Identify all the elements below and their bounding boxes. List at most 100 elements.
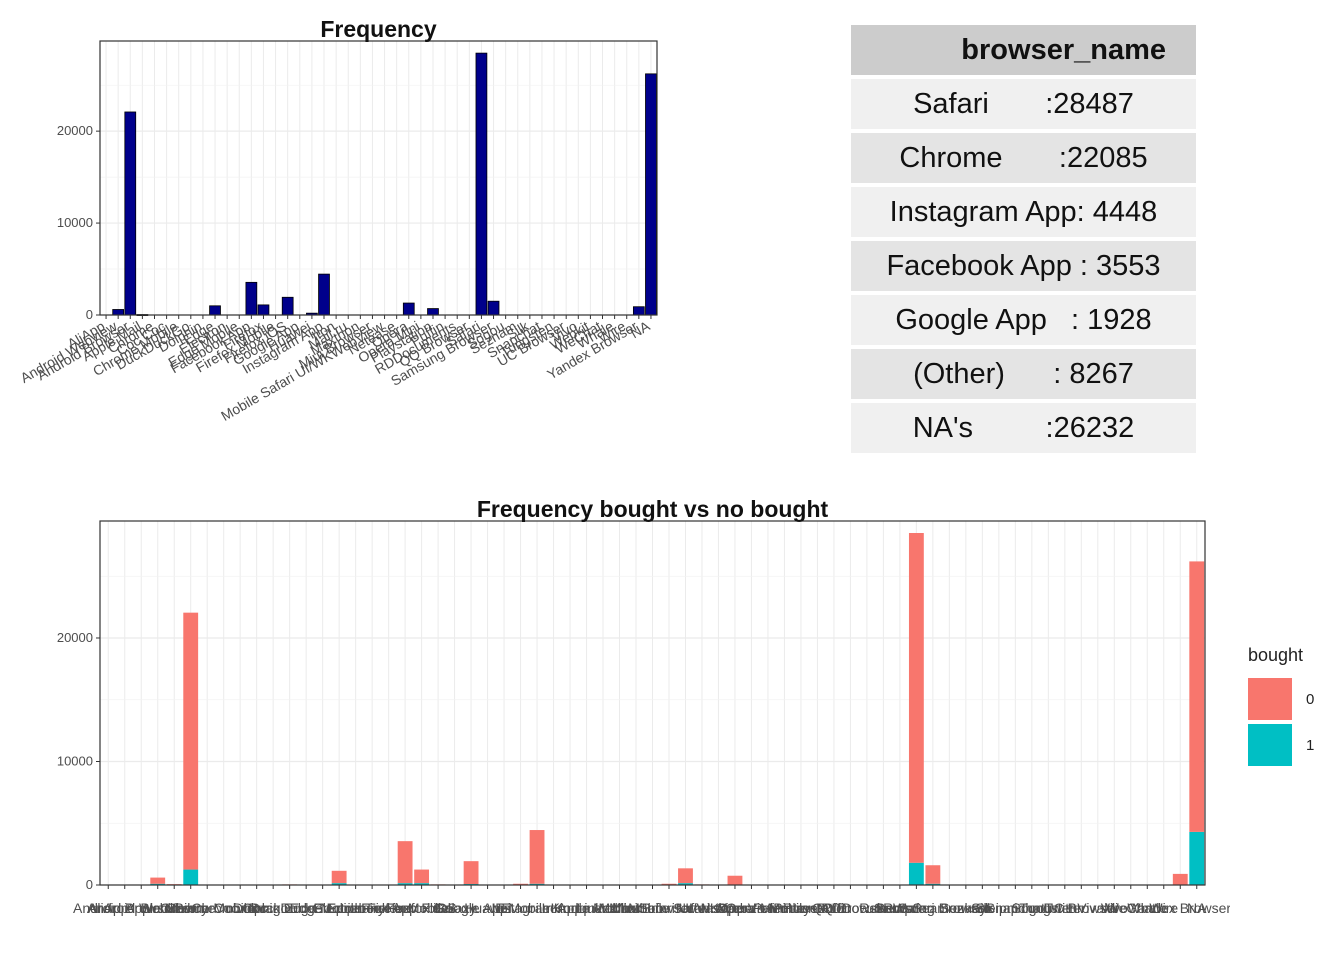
bar [281,296,294,316]
x-tick-label: Opera Mini [717,900,785,916]
y-tick-label: 10000 [57,753,93,768]
x-tick-label: Dragon [250,900,296,916]
x-tick-label: Edge Mobile [284,900,362,916]
x-tick-label: Miui Browser [612,900,693,916]
x-tick-label: Pinterest [773,900,828,916]
y-tick-label: 20000 [57,630,93,645]
x-tick-label: Kindle [551,900,590,916]
legend: bought 0 1 [1248,645,1314,768]
x-tick-label: RDDocuments [821,900,912,916]
x-tick-label: Apple Mail [125,900,190,916]
x-tick-label: Vivaldi [1077,900,1118,916]
bar-series-1 [529,883,545,885]
bar [209,305,221,316]
x-tick-label: Electron [313,900,364,916]
bar-series-1 [1189,831,1205,885]
summary-row: Google App : 1928 [851,291,1196,345]
x-tick-label: Palemoon [753,900,816,916]
x-tick-label: Samsung Browser [876,900,991,916]
x-tick-label: WeChat [1106,900,1156,916]
x-tick-label: Firefox [367,900,410,916]
x-tick-label: Mobile Safari [628,900,710,916]
x-tick-label: Coc Coc [213,900,267,916]
x-tick-label: Google App [434,900,507,916]
bar [427,308,439,316]
bar-series-1 [183,869,199,885]
summary-table: browser_name Safari :28487 Chrome :22085… [851,25,1196,453]
bar-series-0 [414,869,430,884]
x-tick-label: Vivo [1101,900,1128,916]
x-tick-label: Safari [898,900,935,916]
legend-label: 0 [1306,690,1315,708]
x-tick-label: Puffin [816,900,852,916]
x-tick-label: Opera Mobile [726,900,810,916]
summary-row: Chrome :22085 [851,129,1196,183]
legend-entry: 1 [1248,722,1314,768]
legend-key-1 [1248,724,1292,766]
x-tick-label: Silk [971,900,995,916]
bar [124,111,137,316]
bar-series-1 [925,883,941,885]
x-tick-label: Mail.ru [599,900,641,916]
x-tick-label: Twitter [1044,900,1086,916]
bar-series-0 [1172,873,1188,885]
x-tick-label: Sleipnir [975,900,1022,916]
x-tick-label: Netease [676,900,728,916]
x-tick-label: Tungsten [1019,900,1077,916]
bar-series-0 [183,612,199,870]
x-tick-label: Seamonkey [912,900,986,916]
x-tick-label: Sogou [1012,900,1052,916]
x-tick-label: Instagram App [492,900,582,916]
bar-series-0 [678,868,693,884]
summary-row: Instagram App: 4448 [851,183,1196,237]
x-tick-label: Nokia [701,900,737,916]
bar-series-0 [397,841,413,884]
legend-title: bought [1248,645,1304,665]
bar-series-0 [1189,561,1205,832]
bar [245,281,258,316]
plot-border [99,40,658,316]
bar-series-0 [529,830,545,884]
bar-series-1 [414,883,430,885]
bar [475,52,488,316]
x-tick-label: Maxthon [609,900,663,916]
x-tick-label: Whale [1127,900,1167,916]
bar [257,304,270,316]
y-tick-label: 20000 [57,123,93,138]
summary-row: Safari :28487 [851,75,1196,129]
x-tick-label: Facebook App [327,900,417,916]
x-tick-label: Wire [1149,900,1178,916]
x-tick-label: Snapchat [986,900,1045,916]
x-tick-label: NA [1187,900,1207,916]
x-tick-label: IE [497,900,510,916]
x-tick-label: LinkedIn [577,900,630,916]
summary-table-header: browser_name [851,25,1196,75]
legend-label: 1 [1306,736,1315,754]
bar-series-0 [331,870,347,884]
bar-series-1 [331,883,347,885]
y-tick-label: 0 [86,307,93,322]
x-tick-label: SRWare [874,900,926,916]
x-tick-label: Yandex Browser [1129,900,1230,916]
x-tick-label: Huawei [464,900,511,916]
bar [112,309,125,316]
x-tick-label: Konqueror [554,900,620,916]
bar [487,300,500,316]
x-tick-label: AliApp [88,900,129,916]
x-tick-label: Galaxy [433,900,477,916]
x-tick-label: Flock [421,900,455,916]
bar-series-1 [678,883,693,885]
bar-series-0 [150,877,166,884]
y-tick-label: 0 [86,877,93,892]
x-tick-label: Android Browser [73,900,177,916]
x-tick-label: Firefox Mobile [361,900,449,916]
chart-title: Frequency bought vs no bought [477,496,829,522]
x-tick-label: Edge [290,900,323,916]
bar [318,273,330,316]
x-tick-label: Playstation [783,900,851,916]
summary-row: (Other) : 8267 [851,345,1196,399]
bar-series-0 [908,533,924,863]
x-tick-label: Iron [541,900,565,916]
